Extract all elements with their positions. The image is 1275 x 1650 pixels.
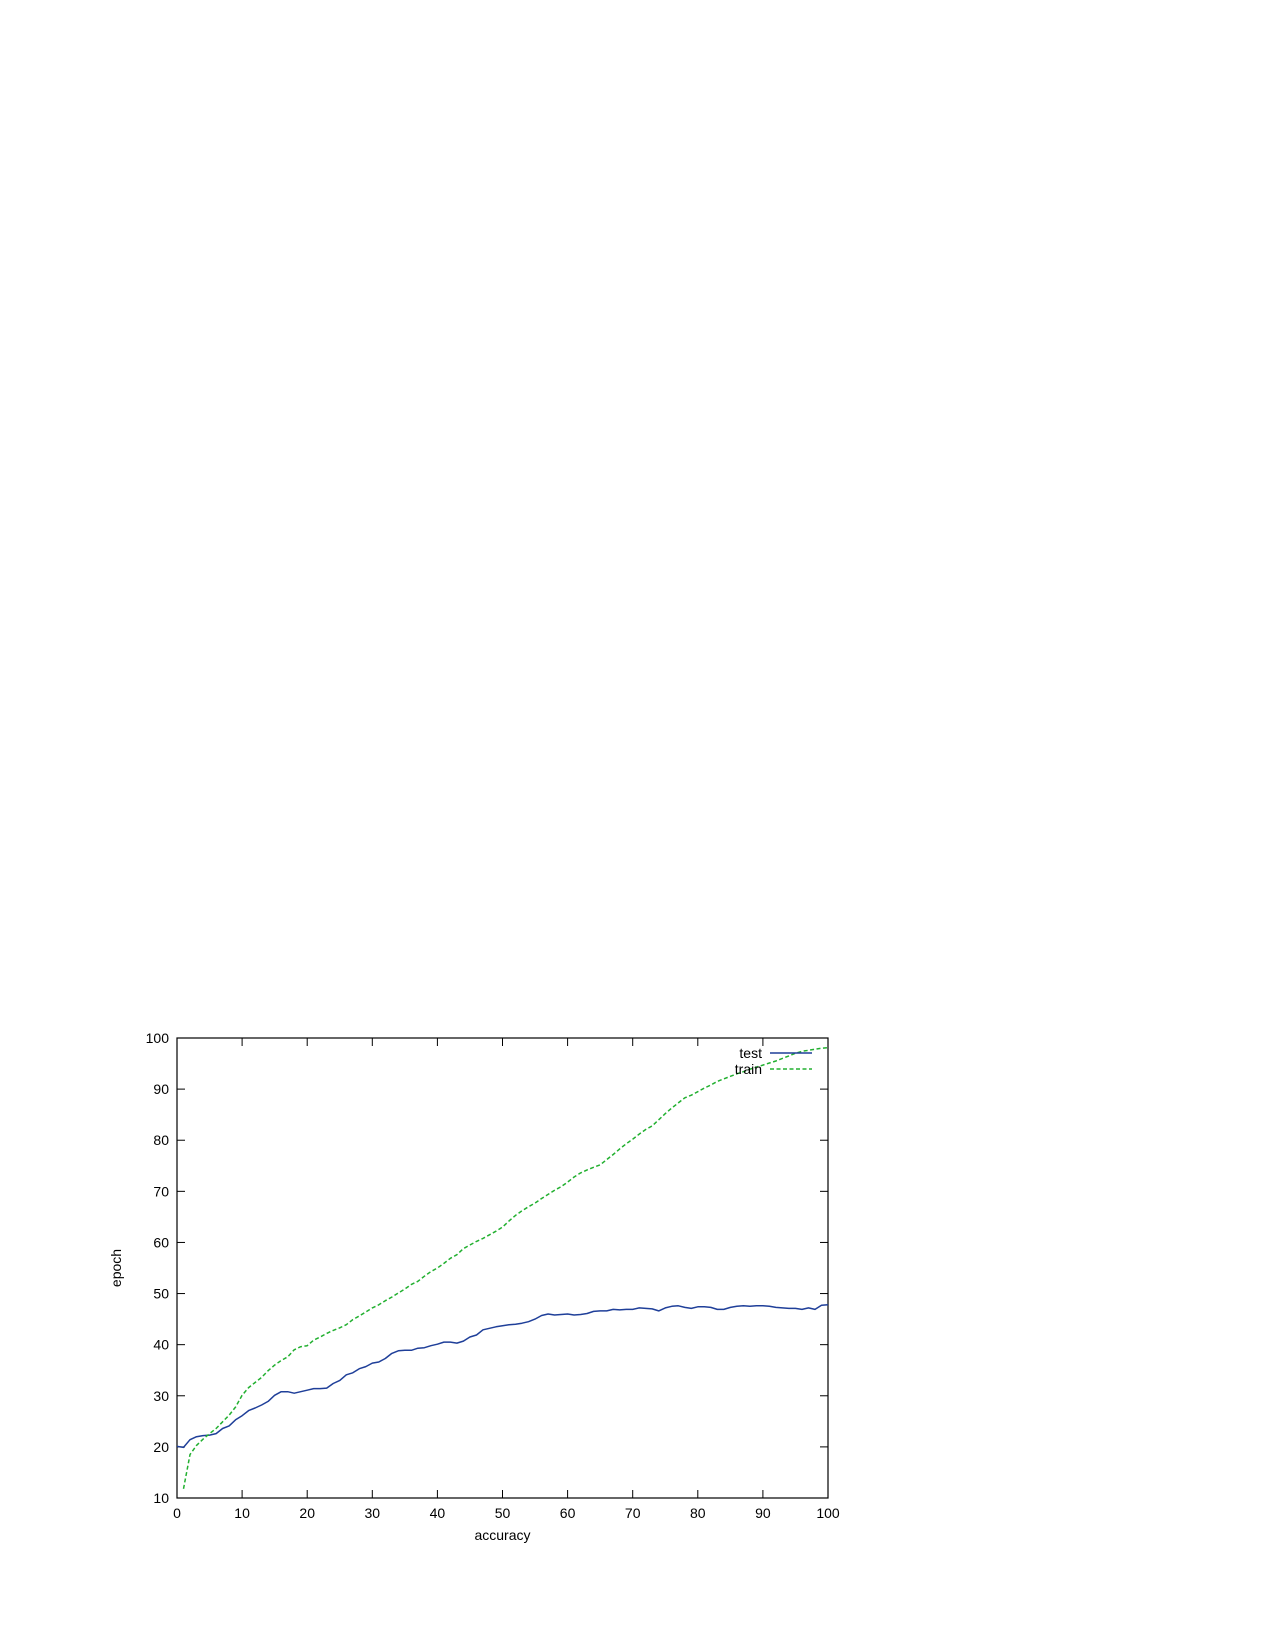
x-tick-label: 50 <box>495 1505 511 1521</box>
legend-label-test: test <box>739 1045 762 1061</box>
x-tick-label: 20 <box>299 1505 315 1521</box>
y-axis: 10 20 30 40 50 60 70 80 90 100 <box>146 1030 828 1506</box>
y-tick-label: 20 <box>153 1439 169 1455</box>
y-tick-label: 90 <box>153 1081 169 1097</box>
y-axis-label: epoch <box>108 1249 124 1287</box>
legend-label-train: train <box>735 1061 762 1077</box>
series-line-test <box>176 1304 829 1449</box>
x-tick-label: 90 <box>755 1505 771 1521</box>
y-tick-label: 10 <box>153 1490 169 1506</box>
x-tick-label: 30 <box>365 1505 381 1521</box>
y-tick-label: 40 <box>153 1337 169 1353</box>
series-line-train <box>182 1046 829 1489</box>
series-lines <box>176 1046 829 1489</box>
y-tick-label: 70 <box>153 1183 169 1199</box>
x-axis: 0 10 20 30 40 50 60 70 80 90 100 <box>173 1038 840 1521</box>
x-tick-label: 80 <box>690 1505 706 1521</box>
x-tick-label: 10 <box>234 1505 250 1521</box>
x-tick-label: 40 <box>430 1505 446 1521</box>
plot-frame <box>176 1037 829 1499</box>
x-tick-label: 60 <box>560 1505 576 1521</box>
plot-border <box>176 1037 829 1499</box>
x-tick-label: 70 <box>625 1505 641 1521</box>
x-tick-label: 100 <box>816 1505 840 1521</box>
y-tick-label: 100 <box>146 1030 170 1046</box>
y-tick-label: 50 <box>153 1286 169 1302</box>
y-tick-label: 80 <box>153 1132 169 1148</box>
y-tick-label: 30 <box>153 1388 169 1404</box>
y-tick-label: 60 <box>153 1234 169 1250</box>
x-tick-label: 0 <box>173 1505 181 1521</box>
x-axis-label: accuracy <box>474 1527 530 1543</box>
